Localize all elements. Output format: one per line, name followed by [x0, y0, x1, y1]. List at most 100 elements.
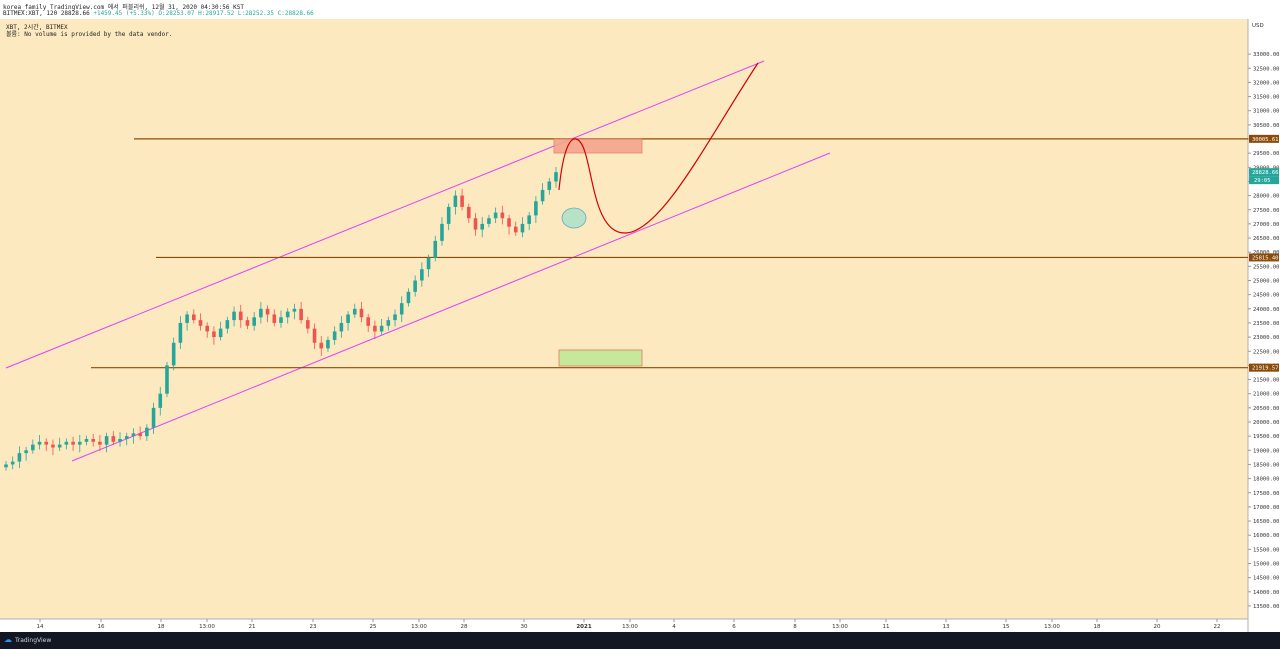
- candle-body: [165, 365, 169, 394]
- candle-body: [145, 427, 149, 437]
- resistance-zone-box: [553, 138, 643, 154]
- tradingview-logo-icon: ☁: [4, 635, 12, 644]
- candle-body: [299, 308, 303, 321]
- candle-body: [540, 189, 545, 202]
- candle-body: [138, 433, 142, 437]
- time-scale-background: [0, 619, 1248, 632]
- candle-body: [198, 320, 203, 326]
- candle-body: [352, 308, 357, 315]
- candle-body: [487, 218, 491, 224]
- y-tick-label: 26500.00: [1253, 236, 1280, 242]
- candle-body: [225, 320, 230, 329]
- candle-body: [433, 240, 438, 258]
- candle-body: [440, 223, 444, 241]
- x-tick-label: 8: [793, 624, 797, 630]
- candle-body: [151, 407, 156, 428]
- y-tick-label: 31000.00: [1253, 109, 1280, 115]
- candle-body: [326, 339, 330, 349]
- projection-curve: [558, 62, 759, 234]
- y-tick-label: 14500.00: [1253, 576, 1280, 582]
- candle-body: [44, 441, 49, 445]
- y-tick-label: 25000.00: [1253, 279, 1280, 285]
- x-tick-label: 11: [883, 624, 890, 630]
- y-tick-label: 30500.00: [1253, 123, 1280, 129]
- candle-body: [171, 342, 176, 366]
- candle-body: [218, 328, 223, 338]
- candle-body: [373, 325, 377, 332]
- candle-body: [51, 444, 55, 448]
- candle-body: [238, 311, 243, 321]
- price-label-text: 21919.57: [1252, 366, 1279, 372]
- candle-body: [4, 464, 8, 468]
- series-legend-title: XBT, 2시간, BITMEX: [6, 24, 68, 31]
- x-tick-label: 18: [1094, 624, 1101, 630]
- y-tick-label: 20500.00: [1253, 406, 1280, 412]
- candle-body: [446, 206, 451, 224]
- candle-body: [406, 291, 411, 304]
- x-tick-label: 13:00: [199, 624, 215, 630]
- unit-label: USD: [1252, 23, 1264, 29]
- price-label-text: 30005.61: [1252, 137, 1279, 143]
- y-tick-label: 17000.00: [1253, 505, 1280, 511]
- y-tick-label: 17500.00: [1253, 491, 1280, 497]
- candle-body: [473, 218, 478, 230]
- candle-body: [426, 257, 431, 270]
- y-tick-label: 20000.00: [1253, 420, 1280, 426]
- candle-body: [527, 215, 531, 224]
- candle-body: [332, 331, 337, 340]
- candle-body: [10, 461, 15, 465]
- candle-body: [460, 195, 464, 207]
- candle-body: [124, 436, 129, 439]
- candle-body: [91, 438, 95, 442]
- price-label-box: [1249, 134, 1279, 143]
- open-value: O:28253.07: [158, 10, 195, 17]
- x-tick-label: 18: [158, 624, 165, 630]
- x-tick-label: 4: [672, 624, 676, 630]
- candle-body: [520, 223, 525, 233]
- candle-body: [64, 441, 69, 445]
- high-value: H:28917.52: [198, 10, 235, 17]
- candle-body: [312, 328, 317, 343]
- chart-area[interactable]: 13500.00 14000.00 14500.00 15000.00 15500.00…: [0, 19, 1280, 632]
- x-tick-label: 13:00: [622, 624, 638, 630]
- candle-body: [306, 320, 310, 329]
- candle-body: [339, 322, 344, 332]
- countdown-box: [1249, 176, 1279, 185]
- candle-body: [84, 438, 89, 442]
- price-label-text: 25815.40: [1252, 255, 1279, 261]
- y-tick-label: 24500.00: [1253, 293, 1280, 299]
- publish-info: korea_family TradingView.com 에서 퍼블리쉬, 12…: [3, 4, 244, 11]
- price-label-box: [1249, 168, 1279, 177]
- candle-body: [346, 314, 350, 323]
- candle-body: [547, 181, 552, 190]
- candle-body: [279, 317, 283, 323]
- y-tick-label: 21000.00: [1253, 392, 1280, 398]
- x-tick-label: 23: [310, 624, 317, 630]
- x-tick-label: 13:00: [1044, 624, 1060, 630]
- volume-notice: 볼륨: No volume is provided by the data ve…: [6, 31, 173, 38]
- candle-body: [24, 450, 28, 454]
- x-tick-label: 13: [943, 624, 950, 630]
- y-tick-label: 15500.00: [1253, 547, 1280, 553]
- y-tick-label: 26000.00: [1253, 250, 1280, 256]
- y-tick-label: 13500.00: [1253, 604, 1280, 610]
- candle-body: [393, 314, 397, 321]
- y-tick-label: 18000.00: [1253, 477, 1280, 483]
- x-tick-label: 20: [1154, 624, 1161, 630]
- y-tick-label: 23500.00: [1253, 321, 1280, 327]
- y-tick-label: 25500.00: [1253, 264, 1280, 270]
- candle-body: [131, 433, 136, 437]
- y-tick-label: 22500.00: [1253, 349, 1280, 355]
- candle-body: [31, 444, 35, 451]
- footer-bar: ☁ TradingView: [0, 632, 1280, 649]
- y-tick-label: 31500.00: [1253, 95, 1280, 101]
- price-label-box: [1249, 253, 1279, 262]
- candle-body: [399, 303, 404, 315]
- low-value: L:28252.35: [237, 10, 275, 17]
- y-tick-label: 19500.00: [1253, 434, 1280, 440]
- channel-lower-line: [71, 152, 831, 462]
- y-tick-label: 16500.00: [1253, 519, 1280, 525]
- channel-upper-line: [5, 60, 765, 369]
- x-tick-label: 6: [732, 624, 736, 630]
- ohlc-line: BITMEX:XBT, 120 28828.66 +1459.45 (+5.33…: [3, 10, 314, 17]
